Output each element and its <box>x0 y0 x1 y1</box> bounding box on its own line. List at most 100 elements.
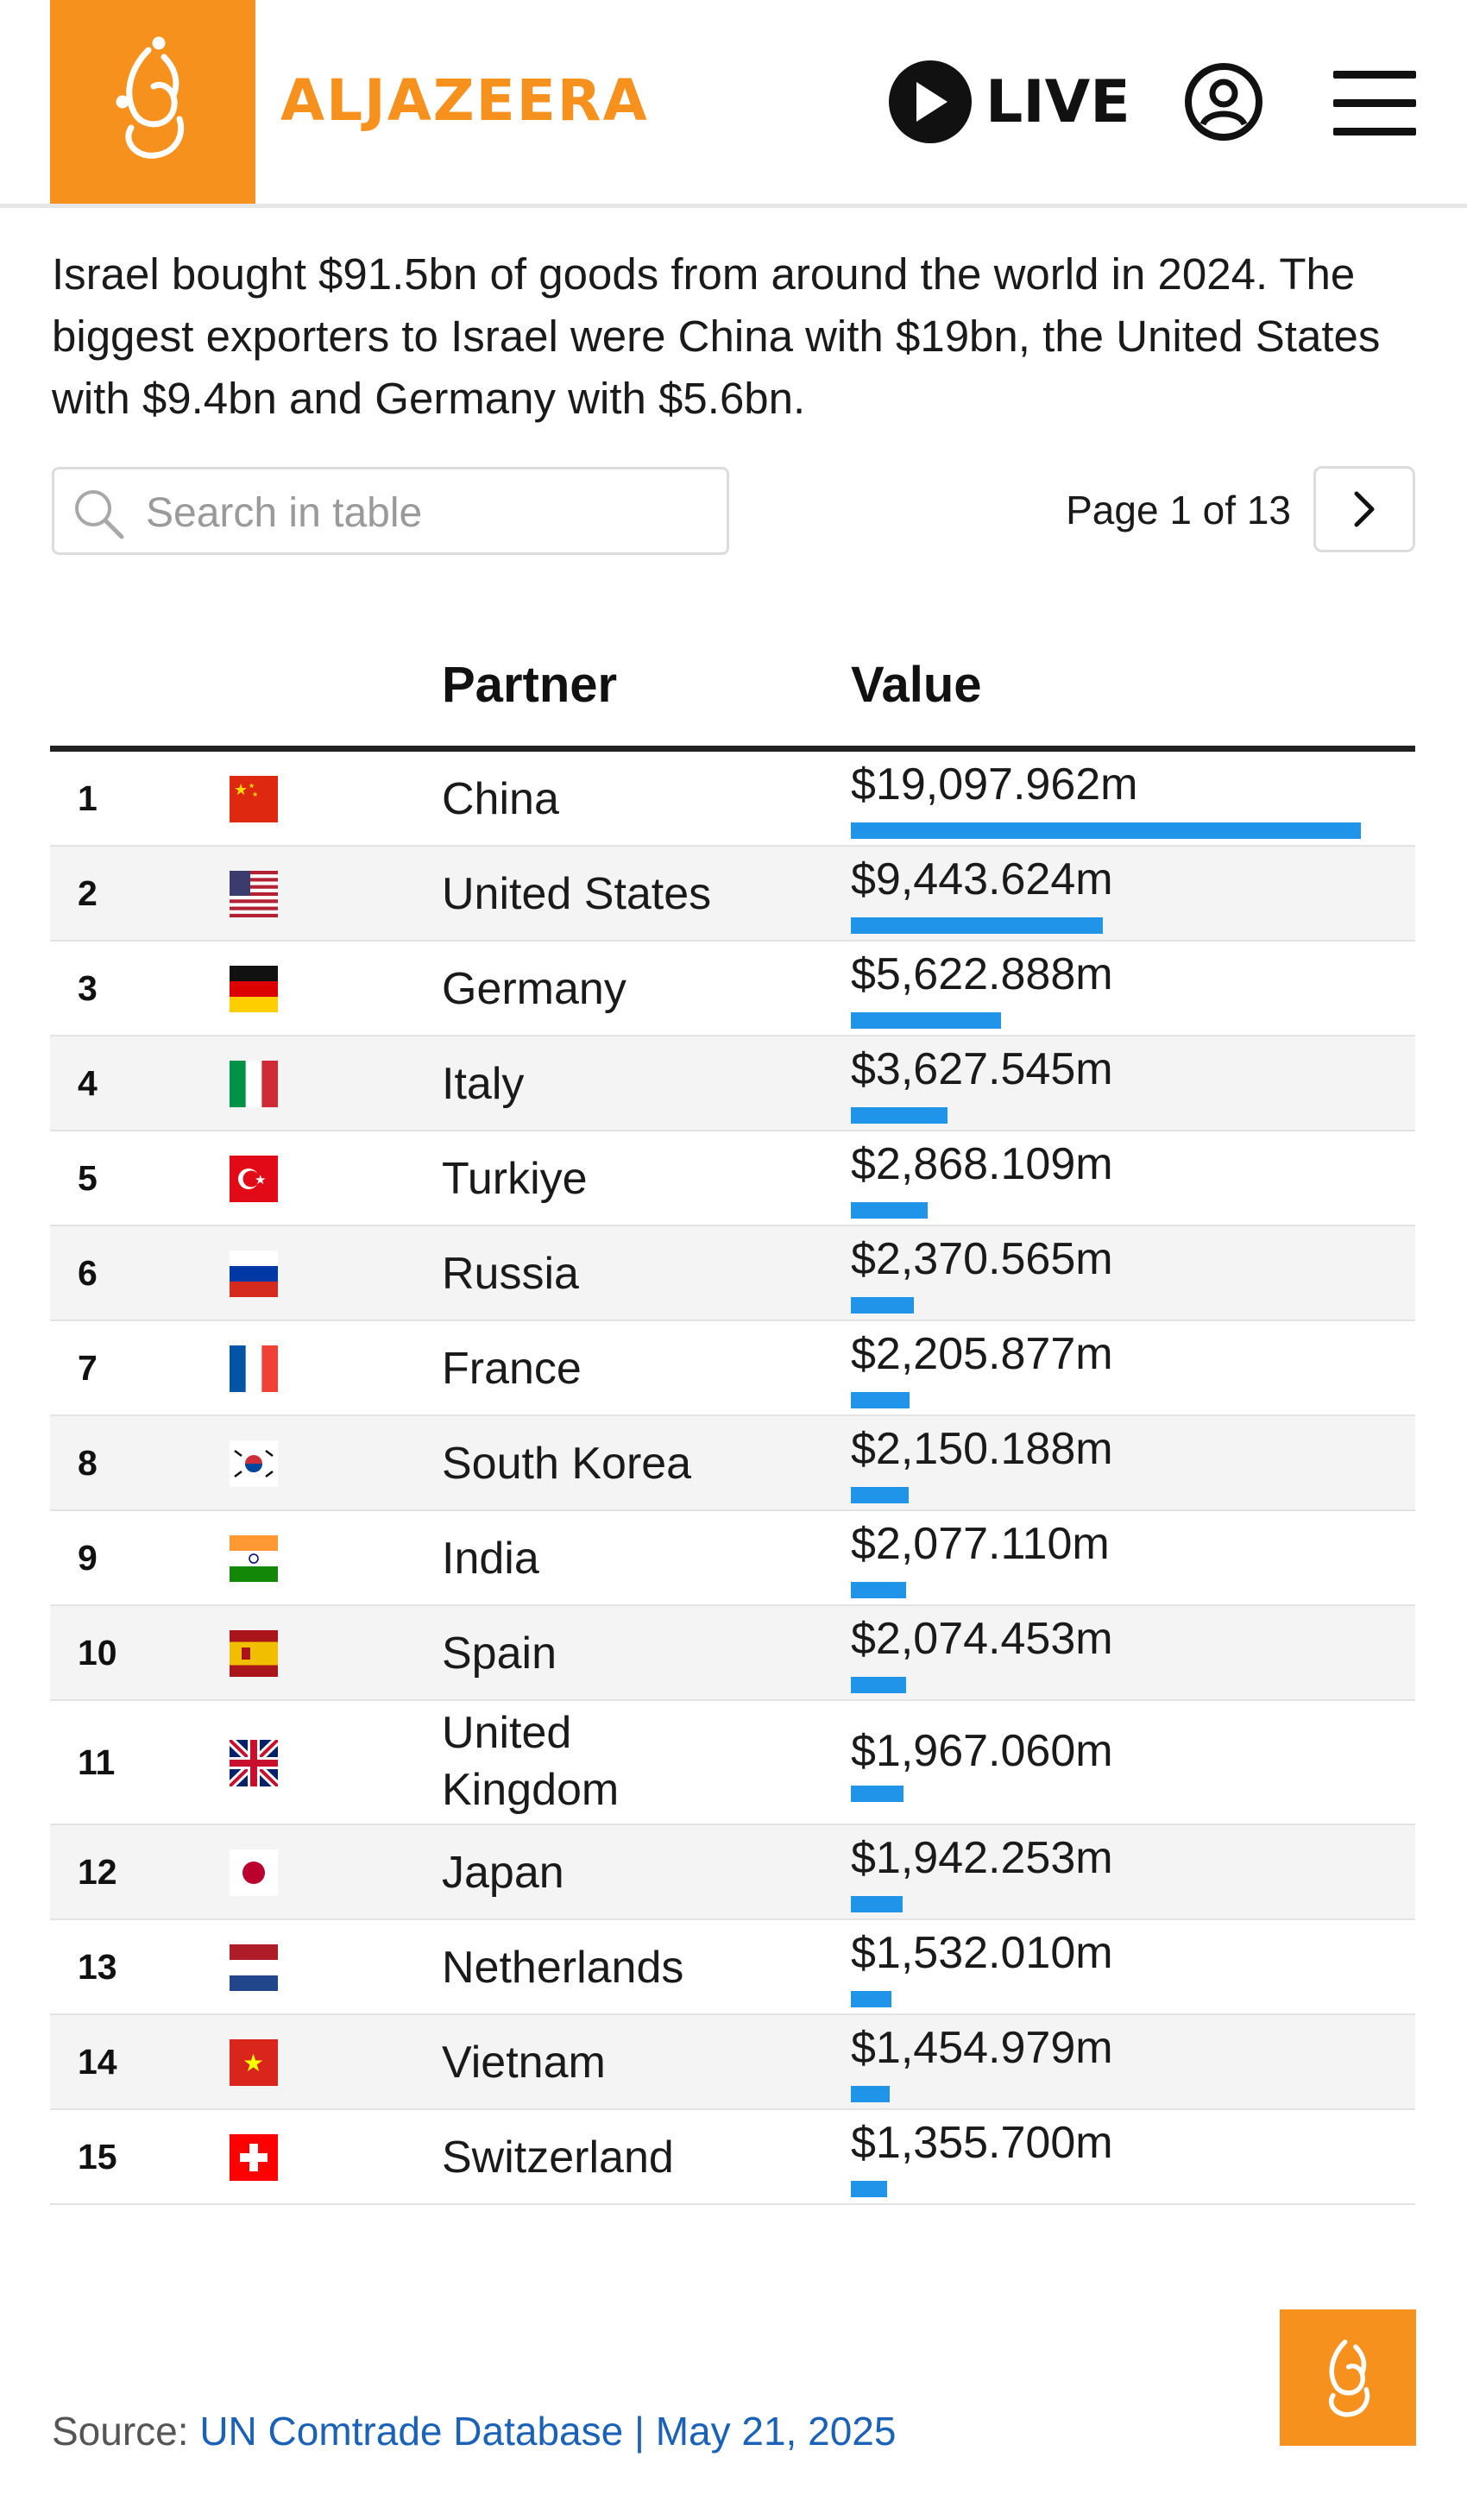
table-row: 4 Italy $3,627.545m <box>50 1036 1415 1131</box>
table-header: Partner Value <box>50 639 1415 752</box>
page-indicator: Page 1 of 13 <box>1066 488 1291 532</box>
site-header: ALJAZEERA LIVE <box>0 0 1467 208</box>
rank-cell: 7 <box>78 1348 98 1388</box>
value-cell: $2,868.109m <box>851 1139 1113 1189</box>
value-cell: $2,150.188m <box>851 1424 1113 1474</box>
value-bar <box>851 917 1103 934</box>
value-cell: $1,967.060m <box>851 1726 1113 1776</box>
table-row: 3 Germany $5,622.888m <box>50 942 1415 1036</box>
table-row: 15 Switzerland $1,355.700m <box>50 2110 1415 2205</box>
partner-cell: India <box>442 1534 539 1584</box>
play-icon <box>889 60 972 143</box>
value-bar <box>851 1487 909 1503</box>
table-row: 14 ★ Vietnam $1,454.979m <box>50 2015 1415 2110</box>
value-cell: $1,454.979m <box>851 2023 1113 2073</box>
intro-text: Israel bought $91.5bn of goods from arou… <box>52 249 1381 423</box>
user-account-icon[interactable] <box>1184 62 1263 142</box>
value-bar <box>851 1677 906 1693</box>
partner-cell: China <box>442 774 559 824</box>
uk-flag-icon <box>230 1740 278 1786</box>
partner-cell: Germany <box>442 964 626 1014</box>
value-bar <box>851 1297 914 1314</box>
value-cell: $19,097.962m <box>851 759 1138 810</box>
value-cell: $1,532.010m <box>851 1928 1113 1978</box>
russia-flag-icon <box>230 1251 278 1297</box>
rank-cell: 15 <box>78 2137 117 2177</box>
value-cell: $2,205.877m <box>851 1329 1113 1379</box>
table-row: 7 France $2,205.877m <box>50 1321 1415 1416</box>
spain-flag-icon <box>230 1630 278 1677</box>
brand-name[interactable]: ALJAZEERA <box>280 67 649 134</box>
value-bar <box>851 2086 890 2102</box>
rank-cell: 12 <box>78 1852 117 1892</box>
value-bar <box>851 822 1361 839</box>
value-bar <box>851 1107 948 1124</box>
rank-cell: 14 <box>78 2042 117 2082</box>
netherlands-flag-icon <box>230 1944 278 1991</box>
calligraphy-logo-icon <box>1328 2340 1370 2417</box>
partner-cell: Italy <box>442 1059 525 1109</box>
live-button[interactable]: LIVE <box>889 60 1130 143</box>
value-bar <box>851 1582 906 1598</box>
svg-text:★: ★ <box>255 1172 266 1188</box>
rank-cell: 9 <box>78 1538 98 1578</box>
france-flag-icon <box>230 1345 278 1392</box>
switzerland-flag-icon <box>230 2134 278 2181</box>
table-row: 6 Russia $2,370.565m <box>50 1226 1415 1321</box>
partner-cell: South Korea <box>442 1439 692 1489</box>
next-page-button[interactable] <box>1313 466 1415 552</box>
aljazeera-corner-logo-icon[interactable] <box>1280 2309 1416 2446</box>
hamburger-menu-icon[interactable] <box>1333 71 1416 136</box>
table-row: 1 ★ ★ ★ China $19,097.962m <box>50 752 1415 847</box>
value-bar <box>851 1896 903 1912</box>
chevron-right-icon <box>1354 491 1375 527</box>
value-cell: $1,942.253m <box>851 1833 1113 1883</box>
table-row: 12 Japan $1,942.253m <box>50 1825 1415 1920</box>
value-bar <box>851 1991 891 2007</box>
rank-cell: 10 <box>78 1633 117 1673</box>
value-bar <box>851 1202 928 1219</box>
rank-cell: 2 <box>78 873 98 913</box>
value-bar <box>851 2181 887 2197</box>
value-cell: $3,627.545m <box>851 1044 1113 1094</box>
partner-cell: Netherlands <box>442 1943 684 1993</box>
partner-cell: Switzerland <box>442 2133 674 2183</box>
value-cell: $2,077.110m <box>851 1519 1110 1569</box>
partner-cell: United States <box>442 869 712 919</box>
italy-flag-icon <box>230 1061 278 1107</box>
table-row: 2 United States $9,443.624m <box>50 847 1415 942</box>
vietnam-flag-icon: ★ <box>230 2039 278 2086</box>
source-link[interactable]: UN Comtrade Database | May 21, 2025 <box>199 2409 897 2454</box>
calligraphy-logo-icon <box>116 36 185 159</box>
rank-cell: 1 <box>78 778 98 818</box>
turkiye-flag-icon: ★ <box>230 1156 278 1202</box>
india-flag-icon <box>230 1535 278 1582</box>
rank-cell: 11 <box>78 1742 116 1782</box>
partner-cell: Turkiye <box>442 1154 588 1204</box>
source-label: Source: <box>52 2409 189 2454</box>
search-input[interactable] <box>144 478 717 547</box>
partner-cell: Vietnam <box>442 2038 606 2088</box>
value-cell: $2,074.453m <box>851 1614 1113 1664</box>
table-row: 13 Netherlands $1,532.010m <box>50 1920 1415 2015</box>
table-row: 10 Spain $2,074.453m <box>50 1606 1415 1701</box>
value-cell: $5,622.888m <box>851 949 1113 999</box>
partners-table: Partner Value 1 ★ ★ ★ China $19,097.962m 2 Unit… <box>50 639 1415 2205</box>
value-bar <box>851 1392 910 1408</box>
partner-cell: Japan <box>442 1848 564 1898</box>
partner-cell: Spain <box>442 1629 557 1679</box>
partner-cell: Russia <box>442 1249 579 1299</box>
svg-text:★: ★ <box>234 781 248 799</box>
value-cell: $1,355.700m <box>851 2118 1113 2168</box>
partner-cell: United Kingdom <box>442 1708 620 1815</box>
column-header-value[interactable]: Value <box>851 657 982 713</box>
svg-text:★: ★ <box>242 2049 264 2077</box>
search-box[interactable] <box>52 467 729 555</box>
column-header-partner[interactable]: Partner <box>442 657 618 713</box>
china-flag-icon: ★ ★ ★ <box>230 776 278 822</box>
germany-flag-icon <box>230 966 278 1012</box>
source-note: Source: UN Comtrade Database | May 21, 2… <box>52 2408 896 2454</box>
table-row: 8 South Korea $2,150.188m <box>50 1416 1415 1511</box>
usa-flag-icon <box>230 871 278 917</box>
aljazeera-logo-icon[interactable] <box>50 0 255 204</box>
